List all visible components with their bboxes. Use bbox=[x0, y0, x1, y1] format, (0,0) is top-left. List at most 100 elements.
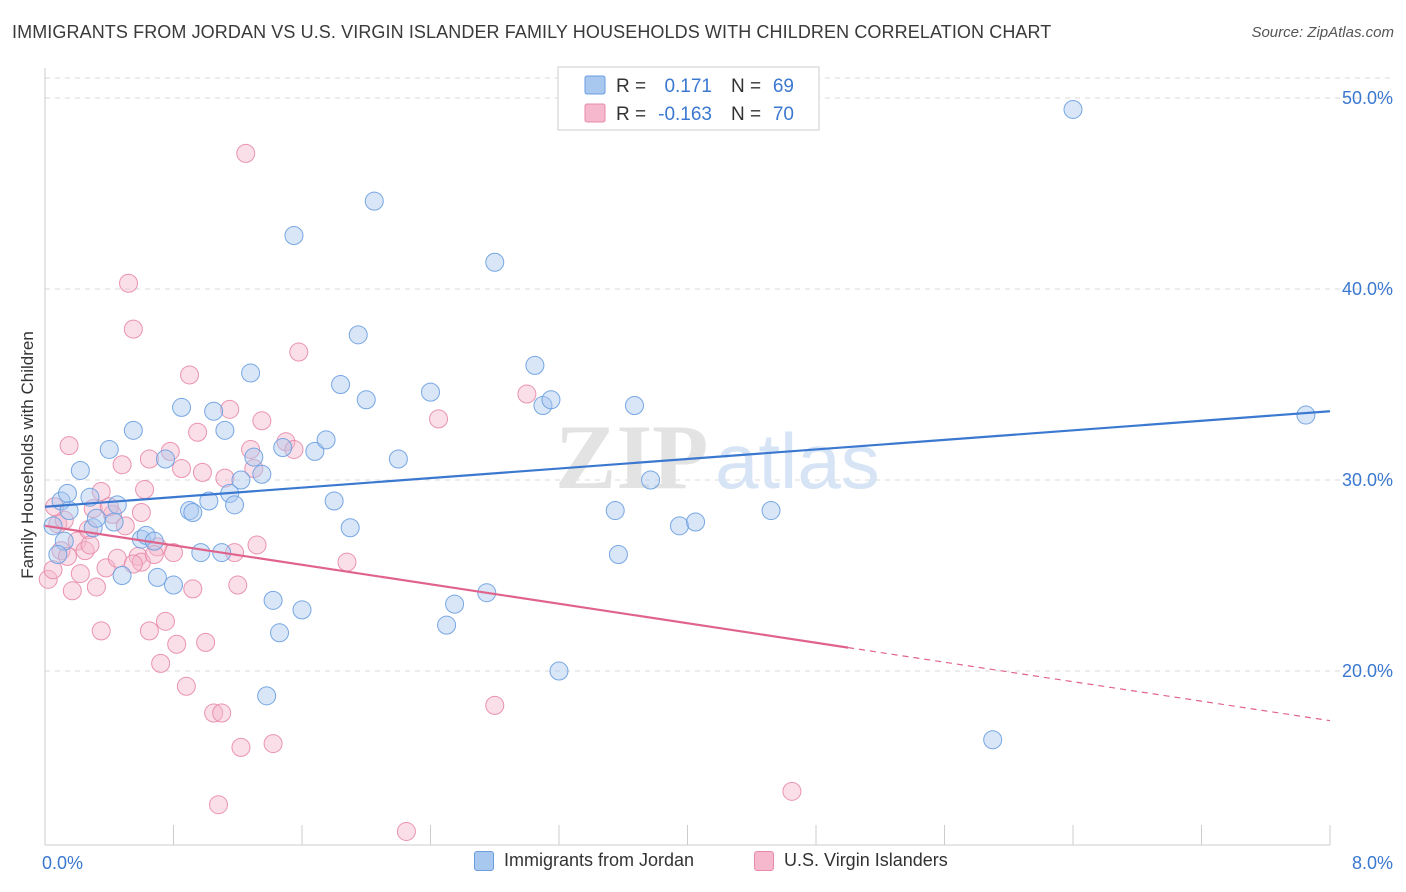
legend-r-label: R = bbox=[616, 76, 646, 97]
blue-point bbox=[608, 544, 628, 564]
x-tick-label: 8.0% bbox=[1352, 853, 1393, 873]
pink-point bbox=[183, 579, 203, 599]
pink-point bbox=[70, 564, 90, 584]
legend-n-value: 69 bbox=[773, 76, 794, 97]
blue-point bbox=[80, 487, 100, 507]
pink-point bbox=[107, 548, 127, 568]
pink-point bbox=[208, 795, 228, 815]
watermark-zip: ZIP bbox=[555, 406, 708, 508]
blue-point bbox=[364, 191, 384, 211]
blue-point bbox=[204, 401, 224, 421]
legend-n-value: 70 bbox=[773, 104, 794, 125]
blue-point bbox=[445, 594, 465, 614]
blue-point bbox=[284, 226, 304, 246]
pink-point bbox=[62, 581, 82, 601]
pink-point bbox=[485, 695, 505, 715]
pink-trend-line bbox=[44, 524, 849, 649]
pink-point bbox=[337, 552, 357, 572]
blue-point bbox=[421, 382, 440, 402]
pink-point bbox=[96, 558, 116, 578]
pink-point bbox=[139, 449, 159, 469]
pink-point bbox=[91, 621, 111, 641]
blue-point bbox=[270, 623, 290, 643]
y-tick-label: 50.0% bbox=[1342, 88, 1393, 108]
y-tick-label: 40.0% bbox=[1342, 279, 1393, 299]
pink-trend-line-dashed bbox=[848, 647, 1331, 722]
legend-r-label: R = bbox=[616, 104, 646, 125]
blue-point bbox=[104, 512, 124, 532]
pink-point bbox=[135, 480, 155, 500]
pink-point bbox=[180, 365, 200, 385]
blue-point bbox=[257, 686, 277, 706]
legend-item-virgin-islanders: U.S. Virgin Islanders bbox=[754, 850, 948, 871]
pink-point bbox=[139, 621, 159, 641]
pink-point bbox=[91, 481, 111, 501]
blue-point bbox=[605, 501, 625, 521]
y-tick-label: 30.0% bbox=[1342, 470, 1393, 490]
pink-point bbox=[517, 384, 537, 404]
pink-point bbox=[396, 821, 416, 841]
pink-point bbox=[102, 504, 122, 524]
blue-point bbox=[164, 575, 183, 595]
x-tick-labels: 0.0% 8.0% bbox=[42, 853, 1393, 873]
pink-point bbox=[228, 575, 248, 595]
blue-point bbox=[983, 730, 1003, 750]
pink-point bbox=[212, 703, 232, 723]
pink-point bbox=[263, 734, 283, 754]
legend-r-value: 0.171 bbox=[664, 76, 712, 97]
blue-point bbox=[437, 615, 457, 635]
blue-point bbox=[107, 495, 127, 515]
blue-point bbox=[624, 396, 644, 416]
pink-point bbox=[289, 342, 309, 362]
pink-point bbox=[155, 611, 175, 631]
y-tick-label: 20.0% bbox=[1342, 661, 1393, 681]
blue-point bbox=[263, 590, 283, 610]
blue-point bbox=[324, 491, 344, 511]
pink-point bbox=[204, 703, 224, 723]
watermark-atlas: atlas bbox=[715, 417, 880, 505]
blue-point bbox=[180, 501, 200, 521]
blue-point bbox=[86, 508, 106, 528]
blue-point bbox=[199, 491, 219, 511]
pink-point bbox=[196, 632, 216, 652]
blue-point bbox=[485, 252, 505, 272]
blue-point bbox=[356, 390, 376, 410]
legend-r-value: -0.163 bbox=[658, 104, 712, 125]
blue-point bbox=[99, 439, 119, 459]
axes bbox=[44, 68, 1331, 846]
blue-point bbox=[316, 430, 336, 450]
pink-point bbox=[176, 676, 196, 696]
blue-point bbox=[191, 543, 211, 563]
blue-point bbox=[172, 397, 192, 417]
legend-label-virgin-islanders: U.S. Virgin Islanders bbox=[784, 850, 948, 870]
pink-point bbox=[86, 577, 106, 597]
legend-top: R = 0.171 N = 69 R = -0.163 N = 70 bbox=[557, 66, 820, 131]
pink-point bbox=[151, 653, 171, 673]
blue-point bbox=[57, 483, 77, 503]
pink-point bbox=[276, 432, 296, 452]
blue-point bbox=[541, 390, 561, 410]
pink-point bbox=[241, 439, 261, 459]
pink-point bbox=[80, 535, 100, 555]
blue-point bbox=[155, 449, 175, 469]
legend-label-jordan: Immigrants from Jordan bbox=[504, 850, 695, 870]
y-axis-label: Family Households with Children bbox=[18, 331, 37, 579]
blue-point bbox=[388, 449, 408, 469]
blue-point bbox=[292, 600, 312, 620]
blue-point bbox=[231, 470, 251, 490]
watermark: ZIP atlas bbox=[555, 406, 880, 508]
pink-point bbox=[429, 409, 449, 429]
blue-trend-line bbox=[44, 410, 1331, 508]
legend-pink-swatch bbox=[584, 103, 606, 123]
blue-point bbox=[331, 375, 351, 394]
pink-point bbox=[38, 569, 58, 589]
blue-point bbox=[525, 355, 545, 375]
blue-point bbox=[305, 441, 325, 461]
legend-pink-swatch bbox=[754, 850, 774, 871]
blue-point bbox=[215, 420, 235, 440]
blue-point bbox=[252, 464, 272, 484]
pink-point bbox=[123, 554, 143, 574]
pink-point bbox=[112, 455, 132, 475]
blue-point bbox=[70, 460, 90, 480]
